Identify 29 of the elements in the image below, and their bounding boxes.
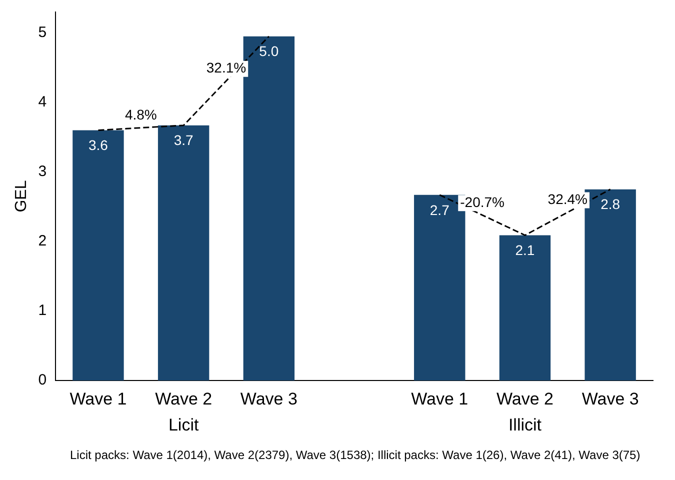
x-tick-label: Wave 1 (70, 389, 127, 408)
y-tick-label: 1 (38, 302, 47, 320)
x-tick-label: Wave 2 (155, 389, 212, 408)
annotation: 32.1% (206, 60, 246, 76)
y-tick-label: 2 (38, 232, 47, 250)
data-label: 3.7 (174, 132, 194, 148)
x-tick-label: Wave 1 (411, 389, 468, 408)
text: Licit packs: Wave 1(2014), Wave 2(2379), Wave 3(1538); Illicit packs: Wave 1(26), Wave 2(41), Wave 3(75) (70, 448, 642, 462)
annotation: 32.4% (548, 191, 588, 208)
y-tick-label: 4 (38, 94, 47, 111)
data-label: 2.8 (600, 196, 620, 212)
annotation: 4.8% (124, 106, 157, 123)
data-label: 3.6 (88, 137, 108, 154)
bar (499, 235, 551, 381)
bar (158, 125, 210, 381)
text: Illicit (508, 415, 542, 434)
text: Licit (168, 415, 199, 434)
bar (72, 130, 124, 381)
annotation: -20.7% (460, 194, 504, 210)
data-label: 5.0 (259, 43, 279, 60)
y-tick-label: 3 (38, 163, 47, 180)
data-label: 2.1 (515, 242, 535, 258)
y-axis-title: GEL (13, 180, 30, 212)
x-tick-label: Wave 3 (240, 389, 298, 408)
y-tick-label: 0 (38, 372, 47, 389)
data-label: 2.7 (430, 202, 450, 218)
y-tick-label: 5 (38, 24, 47, 42)
x-tick-label: Wave 2 (496, 389, 554, 408)
x-tick-label: Wave 3 (582, 389, 639, 408)
